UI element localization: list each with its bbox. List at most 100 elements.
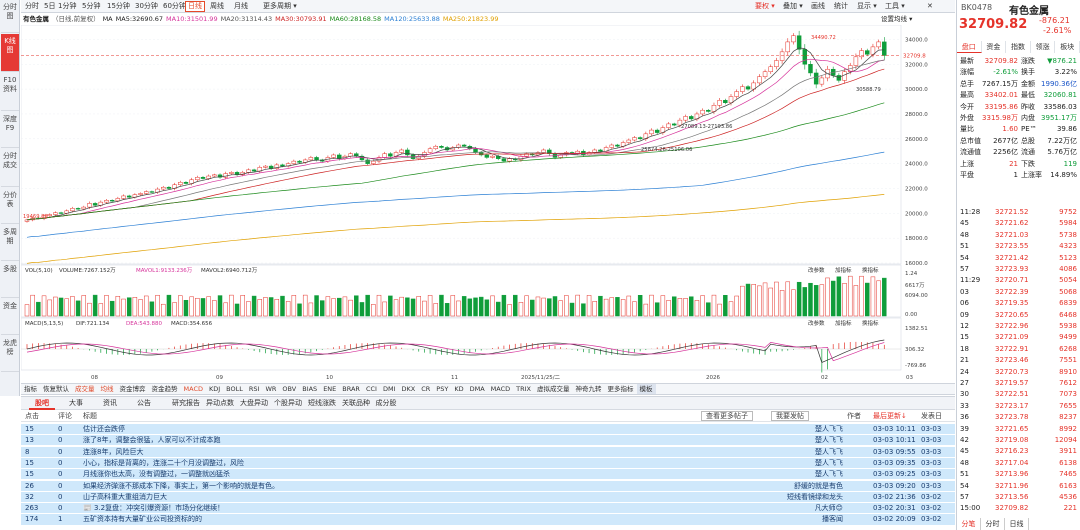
news-tab[interactable]: 公告 xyxy=(137,399,151,407)
post-button[interactable]: 我要发帖 xyxy=(771,411,809,421)
period-button-10[interactable]: 更多周期 ▾ xyxy=(263,2,297,10)
indicator-tab[interactable]: MACD xyxy=(183,385,203,393)
indicator-tab[interactable]: 更多指标 xyxy=(607,385,634,393)
indicator-tab[interactable]: OBV xyxy=(282,385,297,393)
news-tab[interactable]: 短线涨跌 xyxy=(308,399,336,407)
indicator-tab[interactable]: 均线 xyxy=(100,385,114,393)
indicator-tab[interactable]: CCI xyxy=(365,385,377,393)
template-tab[interactable]: 模板 xyxy=(636,384,656,394)
indicator-tab[interactable]: BOLL xyxy=(226,385,243,393)
news-row[interactable]: 13 0 涨了8年，调整会很猛，人家可以不计成本跑 楚人飞飞 03-03 10:11 03… xyxy=(21,435,955,446)
left-tab-2[interactable]: F10资料 xyxy=(1,73,19,111)
bottom-tab[interactable]: 日线 xyxy=(1005,518,1029,530)
col-author[interactable]: 作者 xyxy=(847,412,861,420)
indicator-tab[interactable]: DKX xyxy=(401,385,416,393)
indicator-tab[interactable]: KD xyxy=(454,385,464,393)
toolbar-button-3[interactable]: 统计 xyxy=(834,2,848,10)
indicator-tab[interactable]: RSI xyxy=(248,385,260,393)
indicator-tab[interactable]: DMI xyxy=(382,385,396,393)
toolbar-button-5[interactable]: 工具 ▾ xyxy=(885,2,905,10)
period-button-7[interactable]: 日线 xyxy=(185,1,205,12)
news-tab[interactable]: 个股异动 xyxy=(274,399,302,407)
indicator-tab[interactable]: 神奇九转 xyxy=(575,385,602,393)
news-row[interactable]: 15 0 小心，指标是背离的，连涨二十个月没调整过，风险 楚人飞飞 03-03 09:3… xyxy=(21,457,955,469)
toolbar-button-1[interactable]: 叠加 ▾ xyxy=(783,2,803,10)
bottom-tab[interactable]: 分时 xyxy=(981,518,1005,530)
quote-tab[interactable]: 指数 xyxy=(1006,41,1031,53)
news-tab[interactable]: 大事 xyxy=(69,399,83,407)
bottom-tab[interactable]: 分笔 xyxy=(957,518,981,530)
left-tab-1[interactable]: K线图 xyxy=(1,34,19,72)
news-row[interactable]: 15 0 估计还会跌停 楚人飞飞 03-03 10:11 03-03 xyxy=(21,424,955,435)
left-tab-6[interactable]: 多周期 xyxy=(1,225,19,261)
news-row[interactable]: 26 0 如果经济弹涨不那成本下降，事实上，第一个影响的就是有色。 舒缓的就是有色 03… xyxy=(21,480,955,491)
left-tab-5[interactable]: 分价表 xyxy=(1,188,19,224)
close-icon[interactable]: ✕ xyxy=(927,2,933,10)
indicator-tab[interactable]: ENE xyxy=(323,385,337,393)
sub-panel-button[interactable]: 改参数 xyxy=(808,266,825,274)
ma-setting-button[interactable]: 设置均线 ▾ xyxy=(881,15,913,23)
indicator-tab[interactable]: PSY xyxy=(436,385,449,393)
left-tab-0[interactable]: 分时图 xyxy=(1,0,19,33)
left-tab-7[interactable]: 多股 xyxy=(1,262,19,298)
toolbar-button-4[interactable]: 显示 ▾ xyxy=(857,2,877,10)
quote-tab[interactable]: 板块 xyxy=(1055,41,1080,53)
news-row[interactable]: 32 0 山子高科重大重组消力巨大 短线看镜绿和龙头 03-02 21:36 03-02 xyxy=(21,491,955,502)
period-button-3[interactable]: 5分钟 xyxy=(82,2,101,10)
indicator-tab[interactable]: CR xyxy=(421,385,431,393)
indicator-tab[interactable]: MACD xyxy=(490,385,511,393)
indicator-tab[interactable]: 恢复默认 xyxy=(43,385,69,393)
period-button-5[interactable]: 30分钟 xyxy=(135,2,158,10)
news-tab[interactable]: 研究报告 xyxy=(172,399,200,407)
col-latest[interactable]: 最后更新↓ xyxy=(873,412,907,420)
indicator-tab[interactable]: DMA xyxy=(469,385,485,393)
news-tab[interactable]: 大盘异动 xyxy=(240,399,268,407)
indicator-tab[interactable]: 成交量 xyxy=(75,385,95,393)
news-tab[interactable]: 成分股 xyxy=(375,399,397,407)
indicator-tab[interactable]: BIAS xyxy=(302,385,318,393)
quote-tab[interactable]: 领涨 xyxy=(1031,41,1056,53)
news-tab[interactable]: 关联品种 xyxy=(342,399,370,407)
quote-tab[interactable]: 资金 xyxy=(982,41,1007,53)
toolbar-button-2[interactable]: 画线 xyxy=(811,2,825,10)
col-date[interactable]: 发表日 xyxy=(921,412,942,420)
col-comment[interactable]: 评论 xyxy=(58,412,72,420)
news-tab[interactable]: 异动点数 xyxy=(206,399,234,407)
news-row[interactable]: 15 0 月线涨你也太高，没有调整过，一调整就凶猛杀 楚人飞飞 03-03 09:25 0… xyxy=(21,469,955,480)
quote-tab[interactable]: 盘口 xyxy=(957,41,982,53)
left-tab-4[interactable]: 分时成交 xyxy=(1,149,19,187)
indicator-tab[interactable]: 虚拟成交量 xyxy=(537,385,570,393)
indicator-tab[interactable]: KDJ xyxy=(208,385,221,393)
indicator-tab[interactable]: 指标 xyxy=(24,385,37,393)
indicator-tab[interactable]: BRAR xyxy=(342,385,360,393)
more-posts-button[interactable]: 查看更多帖子 xyxy=(701,411,753,421)
sub-panel-button[interactable]: 换指标 xyxy=(862,266,879,274)
indicator-tab[interactable]: 资金趋势 xyxy=(151,385,178,393)
news-row[interactable]: 8 0 连涨8年，风险巨大 楚人飞飞 03-03 09:55 03-03 xyxy=(21,446,955,457)
col-click[interactable]: 点击 xyxy=(25,412,39,420)
sub-panel-button[interactable]: 换指标 xyxy=(862,319,879,327)
period-button-4[interactable]: 15分钟 xyxy=(107,2,130,10)
left-tab-3[interactable]: 深度F9 xyxy=(1,112,19,148)
sub-panel-button[interactable]: 加指标 xyxy=(835,319,852,327)
sub-panel-button[interactable]: 改参数 xyxy=(808,319,825,327)
period-button-9[interactable]: 月线 xyxy=(234,2,248,10)
indicator-tab[interactable]: TRIX xyxy=(516,385,531,393)
period-button-2[interactable]: 1分钟 xyxy=(58,2,77,10)
period-button-1[interactable]: 5日 xyxy=(44,2,56,10)
period-button-0[interactable]: 分时 xyxy=(25,2,39,10)
news-tab[interactable]: 股吧 xyxy=(29,397,55,410)
news-row[interactable]: 263 0 📰 3.2复盘：冲突引爆资源！市场分化继续！ 凡大师😊 03-02 20:3… xyxy=(21,503,955,514)
kline-chart[interactable]: 34000.0 32000.0 30000.0 28000.0 26000.0 24000… xyxy=(21,25,955,383)
indicator-tab[interactable]: 资金博弈 xyxy=(119,385,146,393)
sub-panel-button[interactable]: 加指标 xyxy=(835,266,852,274)
left-tab-9[interactable]: 龙虎榜 xyxy=(1,336,19,372)
field-label: PE™ xyxy=(1021,125,1037,134)
left-tab-8[interactable]: 资金 xyxy=(1,299,19,335)
news-row[interactable]: 174 1 五矿资本持有大量矿业公司投资标的的 播客闻 03-02 20:09 03-02 xyxy=(21,514,955,525)
indicator-tab[interactable]: WR xyxy=(265,385,277,393)
news-tab[interactable]: 资讯 xyxy=(103,399,117,407)
period-button-8[interactable]: 周线 xyxy=(210,2,224,10)
period-button-6[interactable]: 60分钟 xyxy=(163,2,186,10)
toolbar-button-0[interactable]: 要权 ▾ xyxy=(755,2,775,10)
